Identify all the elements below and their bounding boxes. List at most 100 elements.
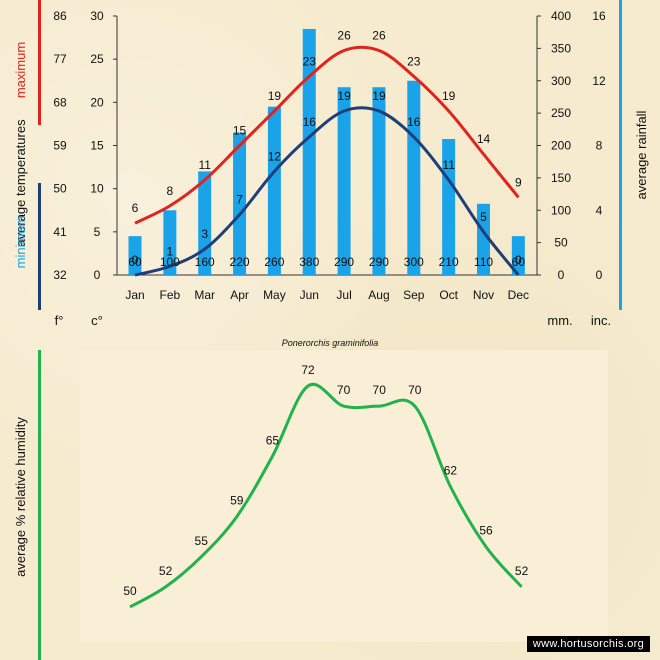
rainfall-bar: [337, 87, 351, 275]
mm-tick-label: 350: [551, 41, 571, 55]
humidity-panel: [80, 350, 608, 642]
f-tick-label: 50: [53, 182, 67, 196]
rainfall-bar: [267, 106, 281, 276]
min-temp-label: 12: [268, 149, 282, 163]
min-temp-label: 0: [515, 253, 522, 267]
species-caption: Ponerorchis graminifolia: [282, 338, 379, 348]
rainfall-label: average rainfall: [634, 110, 649, 199]
humidity-label: average % relative humidity: [13, 417, 28, 577]
c-tick-label: 20: [90, 95, 104, 109]
month-tick-label: Jun: [300, 288, 319, 302]
min-temp-label: 0: [132, 253, 139, 267]
mm-tick-label: 300: [551, 74, 571, 88]
max-temp-label: 14: [477, 132, 491, 146]
month-tick-label: Oct: [439, 288, 458, 302]
max-temp-label: 6: [132, 201, 139, 215]
rainfall-bars-group: [128, 28, 525, 276]
rainfall-value-label: 60: [512, 255, 526, 269]
min-temp-label: 11: [442, 158, 455, 172]
rainfall-value-label: 300: [404, 255, 424, 269]
humidity-value-label: 50: [123, 584, 137, 598]
min-temp-label: 19: [372, 89, 386, 103]
rainfall-value-label: 380: [299, 255, 319, 269]
site-credit: www.hortusorchis.org: [526, 636, 650, 652]
max-temp-label: 9: [515, 175, 522, 189]
minimum-label: minimum: [13, 216, 28, 269]
c-tick-label: 5: [94, 225, 101, 239]
inch-tick-label: 4: [596, 203, 603, 217]
humidity-value-label: 70: [373, 383, 387, 397]
mm-tick-label: 400: [551, 9, 571, 23]
c-tick-label: 0: [94, 268, 101, 282]
rainfall-value-label: 100: [160, 255, 180, 269]
c-tick-label: 15: [90, 139, 104, 153]
month-tick-label: Dec: [508, 288, 529, 302]
humidity-value-label: 65: [266, 433, 280, 447]
unit-c-label: c°: [91, 313, 103, 328]
month-tick-label: Aug: [368, 288, 389, 302]
rainfall-value-label: 290: [369, 255, 389, 269]
maximum-label: maximum: [13, 42, 28, 98]
month-tick-label: Apr: [230, 288, 249, 302]
humidity-value-label: 72: [301, 363, 315, 377]
axis-ticks-group: 3025201510508677685950413240035030025020…: [53, 9, 606, 302]
average-temperatures-label: average temperatures: [13, 119, 28, 247]
rainfall-value-label: 160: [195, 255, 215, 269]
c-tick-label: 30: [90, 9, 104, 23]
f-tick-label: 59: [53, 139, 67, 153]
humidity-value-label: 52: [515, 564, 529, 578]
month-tick-label: Jan: [125, 288, 144, 302]
rainfall-bar: [511, 236, 525, 275]
mm-tick-label: 100: [551, 203, 571, 217]
humidity-value-label: 62: [444, 463, 458, 477]
min-temp-label: 19: [337, 89, 351, 103]
month-tick-label: Mar: [194, 288, 215, 302]
min-temp-label: 5: [480, 210, 487, 224]
unit-mm-label: mm.: [547, 313, 572, 328]
c-tick-label: 10: [90, 182, 104, 196]
rainfall-bar: [442, 139, 456, 275]
max-temp-label: 15: [233, 124, 247, 138]
inch-tick-label: 0: [596, 268, 603, 282]
max-temp-label: 26: [337, 29, 351, 43]
rainfall-bar: [477, 203, 490, 275]
f-tick-label: 86: [53, 9, 67, 23]
humidity-value-label: 59: [230, 494, 244, 508]
rainfall-bar: [128, 236, 142, 275]
rainfall-value-label: 220: [230, 255, 250, 269]
inch-tick-label: 8: [596, 139, 603, 153]
month-tick-label: Sep: [403, 288, 425, 302]
humidity-value-label: 55: [195, 534, 209, 548]
min-temp-label: 1: [167, 244, 174, 258]
humidity-line: [129, 382, 523, 609]
min-temp-label: 16: [407, 115, 421, 129]
rainfall-bar: [198, 171, 212, 275]
f-tick-label: 32: [53, 268, 67, 282]
mm-tick-label: 250: [551, 106, 571, 120]
rainfall-value-label: 210: [439, 255, 459, 269]
humidity-value-label: 56: [479, 524, 493, 538]
min-temp-label: 3: [201, 227, 208, 241]
rainfall-value-label: 260: [264, 255, 284, 269]
rainfall-value-label: 110: [474, 255, 493, 269]
month-tick-label: Nov: [473, 288, 494, 302]
inch-tick-label: 12: [592, 74, 606, 88]
rainfall-bar: [372, 87, 386, 275]
unit-inch-label: inc.: [591, 313, 611, 328]
rainfall-bar: [302, 28, 316, 276]
max-temp-label: 19: [442, 89, 456, 103]
mm-tick-label: 150: [551, 171, 571, 185]
humidity-value-label: 70: [337, 383, 351, 397]
c-tick-label: 25: [90, 52, 104, 66]
max-temp-label: 23: [407, 54, 421, 68]
month-tick-label: Feb: [160, 288, 181, 302]
f-tick-label: 68: [53, 95, 67, 109]
max-indicator-bar: [38, 0, 41, 125]
month-tick-label: Jul: [336, 288, 351, 302]
rainfall-bar: [163, 210, 177, 275]
month-tick-label: May: [263, 288, 286, 302]
max-temperature-line: [134, 45, 520, 225]
min-temp-label: 7: [236, 193, 243, 207]
humidity-indicator-bar: [38, 350, 41, 660]
